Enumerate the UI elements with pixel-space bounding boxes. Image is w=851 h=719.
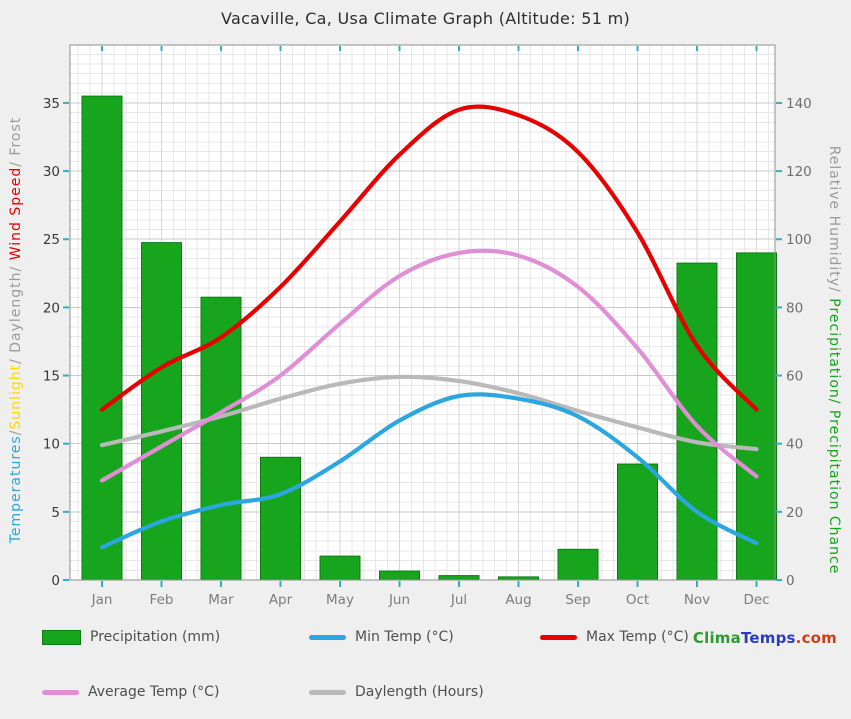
axis-label-segment: Daylength (8, 271, 24, 353)
svg-text:100: 100 (786, 232, 812, 248)
svg-text:Mar: Mar (208, 592, 234, 608)
svg-text:Aug: Aug (505, 592, 531, 608)
svg-text:May: May (326, 592, 354, 608)
precipitation-swatch-icon (42, 629, 81, 645)
chart-title: Vacaville, Ca, Usa Climate Graph (Altitu… (220, 9, 631, 28)
svg-text:20: 20 (786, 505, 803, 521)
axis-label-segment: Sunlight (8, 363, 24, 430)
axis-label-segment: / (8, 155, 24, 167)
svg-text:140: 140 (786, 96, 812, 112)
axis-label-segment: Precipitation Chance (826, 404, 842, 575)
legend-item-precipitation: Precipitation (mm) (42, 629, 220, 645)
svg-text:20: 20 (43, 300, 60, 316)
svg-text:Jan: Jan (91, 592, 113, 608)
watermark-clima: Clima (692, 629, 741, 647)
svg-text:10: 10 (43, 437, 60, 453)
legend-label-avg-temp: Average Temp (°C) (88, 684, 220, 700)
svg-text:0: 0 (786, 573, 795, 589)
left-axis-label: Temperatures/Sunlight/ Daylength/ Wind S… (8, 50, 26, 610)
axis-label-segment: / (8, 429, 24, 436)
legend-label-max-temp: Max Temp (°C) (586, 629, 689, 645)
svg-text:80: 80 (786, 300, 803, 316)
svg-text:40: 40 (786, 437, 803, 453)
axis-label-segment: / (8, 260, 24, 272)
plot-frame (69, 44, 776, 581)
legend-item-daylength: Daylength (Hours) (309, 684, 484, 700)
legend-item-min-temp: Min Temp (°C) (309, 629, 454, 645)
svg-text:Dec: Dec (743, 592, 769, 608)
axis-label-segment: Wind Speed (8, 166, 24, 261)
svg-text:Sep: Sep (565, 592, 590, 608)
min-temp-swatch-icon (309, 634, 346, 640)
axis-tick-labels: 0 5 10 15 20 25 30 35 0 20 40 60 80 100 120 140 Jan Feb Ma… (43, 96, 812, 608)
series-min_temp (99, 392, 759, 550)
axis-ticks (63, 46, 782, 587)
legend-label-precipitation: Precipitation (mm) (90, 629, 221, 645)
svg-text:60: 60 (786, 369, 803, 385)
watermark-com: .com (795, 629, 837, 647)
avg-temp-swatch-icon (42, 689, 79, 695)
series-daylength (99, 374, 759, 452)
legend-label-daylength: Daylength (Hours) (355, 684, 484, 700)
svg-text:15: 15 (43, 369, 60, 385)
daylength-swatch-icon (309, 689, 346, 695)
max-temp-swatch-icon (540, 634, 577, 640)
svg-text:Apr: Apr (269, 592, 293, 608)
svg-text:5: 5 (51, 505, 60, 521)
svg-text:25: 25 (43, 232, 60, 248)
svg-text:120: 120 (786, 164, 812, 180)
svg-text:Oct: Oct (626, 592, 649, 608)
legend-item-avg-temp: Average Temp (°C) (42, 684, 219, 700)
climatemps-watermark-link[interactable]: Clima Temps .com (693, 629, 837, 647)
series-precipitation (81, 95, 777, 581)
svg-text:30: 30 (43, 164, 60, 180)
svg-text:Jun: Jun (388, 592, 410, 608)
axis-label-segment: Temperatures (8, 435, 24, 544)
svg-text:Feb: Feb (150, 592, 174, 608)
axis-label-segment: Frost (8, 116, 24, 156)
watermark-temps: Temps (740, 629, 796, 647)
axis-label-segment: / (8, 352, 24, 364)
svg-text:35: 35 (43, 96, 60, 112)
series-avg_temp (99, 248, 759, 483)
svg-text:Jul: Jul (450, 592, 467, 608)
legend-item-max-temp: Max Temp (°C) (540, 629, 689, 645)
axis-label-segment: Relative Humidity/ (826, 145, 842, 293)
legend-label-min-temp: Min Temp (°C) (355, 629, 454, 645)
series-max_temp (99, 104, 759, 412)
svg-text:Nov: Nov (684, 592, 710, 608)
axis-label-segment: Precipitation/ (826, 292, 842, 405)
right-axis-label: Relative Humidity/ Precipitation/ Precip… (824, 60, 842, 660)
svg-text:0: 0 (51, 573, 60, 589)
